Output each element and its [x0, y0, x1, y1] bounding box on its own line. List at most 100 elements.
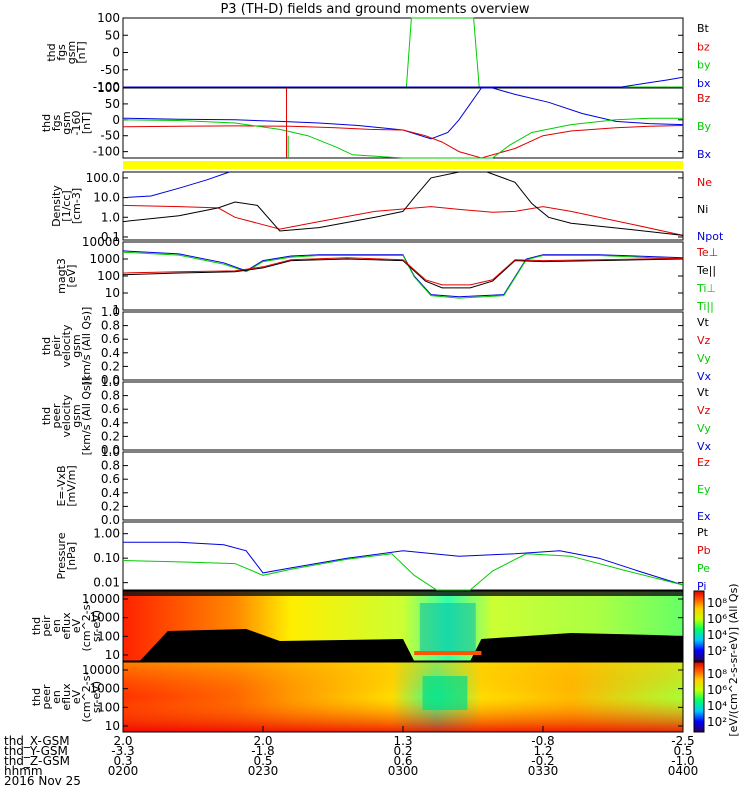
ytick-label: 10.0	[93, 191, 120, 205]
ytick-label: -100	[93, 80, 120, 94]
ytick-label: 0.2	[101, 359, 120, 373]
ytick-label: 0.01	[93, 576, 120, 590]
xtick-label: -2.5	[671, 734, 694, 748]
panel-peer-velocity: 1.00.80.60.40.20.0thdpeervelocitygsm[km/…	[40, 375, 712, 457]
xtick-label: 0.2	[393, 744, 412, 758]
panel-frame	[122, 311, 684, 381]
ytick-label: 10000	[82, 235, 120, 249]
legend-Bt: Bt	[697, 22, 710, 35]
colorbar-tick-label: 10⁶	[707, 612, 727, 626]
ytick-label: 0.6	[101, 332, 120, 346]
xtick-label: 1.2	[533, 744, 552, 758]
legend-Ey: Ey	[697, 483, 711, 496]
series-line-blue	[123, 76, 684, 88]
legend-Ne: Ne	[697, 176, 712, 189]
xtick-label: 1.3	[393, 734, 412, 748]
legend-Ez: Ez	[697, 456, 710, 469]
legend-bx: bx	[697, 77, 711, 90]
legend-Ni: Ni	[697, 203, 708, 216]
ytick-label: 100	[97, 700, 120, 714]
series-line-green	[122, 117, 683, 159]
ytick-label: 10	[105, 286, 120, 300]
series-line-blue	[123, 541, 684, 586]
ytick-label: 0.6	[101, 402, 120, 416]
ylabel-line: (cm^2-s-	[80, 672, 93, 723]
colorbar-label: [eV/(cm^2-s-sr-eV)] (All Qs)	[727, 583, 740, 736]
ytick-label: 0.2	[101, 429, 120, 443]
ytick-label: 0.0	[101, 373, 120, 387]
ytick-label: 1000	[89, 682, 120, 696]
legend-Ex: Ex	[697, 510, 711, 523]
spectrogram-topband	[123, 591, 683, 596]
legend-Vx: Vx	[697, 370, 712, 383]
legend-Pt: Pt	[697, 526, 709, 539]
ytick-label: -100	[93, 145, 120, 159]
ylabel-line: [nT]	[80, 112, 93, 134]
ylabel-line: -160	[70, 111, 83, 136]
xtick-label: -3.3	[111, 744, 134, 758]
series-line-blue	[122, 171, 230, 199]
xtick-label: 2.0	[253, 734, 272, 748]
colorbar	[693, 590, 705, 662]
legend-By: By	[697, 120, 712, 133]
legend-Vt: Vt	[697, 316, 710, 329]
ytick-label: 0.4	[101, 416, 120, 430]
ytick-label: 50	[105, 97, 120, 111]
legend-bz: bz	[697, 40, 710, 53]
colorbar	[693, 661, 705, 733]
series-line-green	[123, 17, 683, 88]
legend-Bx: Bx	[697, 148, 712, 161]
series-line-blue	[122, 87, 684, 140]
colorbar-tick-label: 10²	[707, 644, 727, 658]
legend-Vz: Vz	[697, 334, 711, 347]
ytick-label: 0.4	[101, 346, 120, 360]
ylabel-line: fgs	[50, 114, 63, 131]
panel-frame	[122, 171, 684, 241]
colorbar-tick-label: 10⁸	[707, 667, 727, 681]
ylabel-line: eflux	[60, 612, 73, 640]
xtick-label: -0.2	[531, 754, 554, 768]
series-line-black	[122, 171, 684, 236]
spectrogram-core	[422, 676, 468, 710]
xtick-label: 0.5	[673, 744, 692, 758]
ylabel-line: Density	[50, 185, 63, 227]
panel-frame	[122, 521, 684, 591]
xtick-label: 0.6	[393, 754, 412, 768]
ylabel-line: [km/s (All Qs)]	[80, 307, 93, 386]
ytick-label: 1.00	[93, 527, 120, 541]
panel-frame	[122, 590, 684, 662]
ytick-label: 0.8	[101, 389, 120, 403]
ytick-label: 0.0	[101, 513, 120, 527]
ytick-label: 1000	[89, 252, 120, 266]
ylabel-line: peir	[40, 615, 53, 637]
ylabel-line: sr-eV)	[90, 610, 103, 642]
xtick-label: 0300	[388, 764, 419, 778]
colorbar-tick-label: 10⁸	[707, 596, 727, 610]
series-line-green	[122, 553, 684, 591]
series-line-red	[122, 125, 684, 159]
legend-Ti||: Ti||	[696, 300, 714, 313]
xaxis-row-label: thd_Z-GSM	[4, 754, 70, 768]
ytick-label: 100	[97, 11, 120, 25]
ylabel-line: eV	[70, 618, 83, 633]
panel-frame	[122, 381, 684, 451]
xaxis-row-label: hhmm	[4, 764, 43, 778]
xtick-label: 0400	[668, 764, 699, 778]
ylabel-line: [km/s (All Qs)]	[80, 377, 93, 456]
xtick-label: 0230	[248, 764, 279, 778]
ylabel-line: [mV/m]	[65, 465, 78, 506]
ytick-label: -50	[100, 63, 120, 77]
ylabel-line: gsm	[60, 111, 73, 134]
chart-title: P3 (TH-D) fields and ground moments over…	[220, 2, 529, 17]
ytick-label: 0.1	[101, 230, 120, 244]
legend-Pb: Pb	[697, 544, 711, 557]
ytick-label: 1.0	[101, 305, 120, 319]
panel-frame	[122, 241, 684, 311]
xaxis-row-label: thd_Y-GSM	[4, 744, 68, 758]
colorbar-tick-label: 10⁴	[707, 699, 727, 713]
ytick-label: 1000	[89, 611, 120, 625]
ylabel-line: [eV]	[65, 265, 78, 288]
ytick-label: 1.0	[101, 210, 120, 224]
legend-Bz: Bz	[697, 92, 711, 105]
ytick-label: 0.6	[101, 472, 120, 486]
